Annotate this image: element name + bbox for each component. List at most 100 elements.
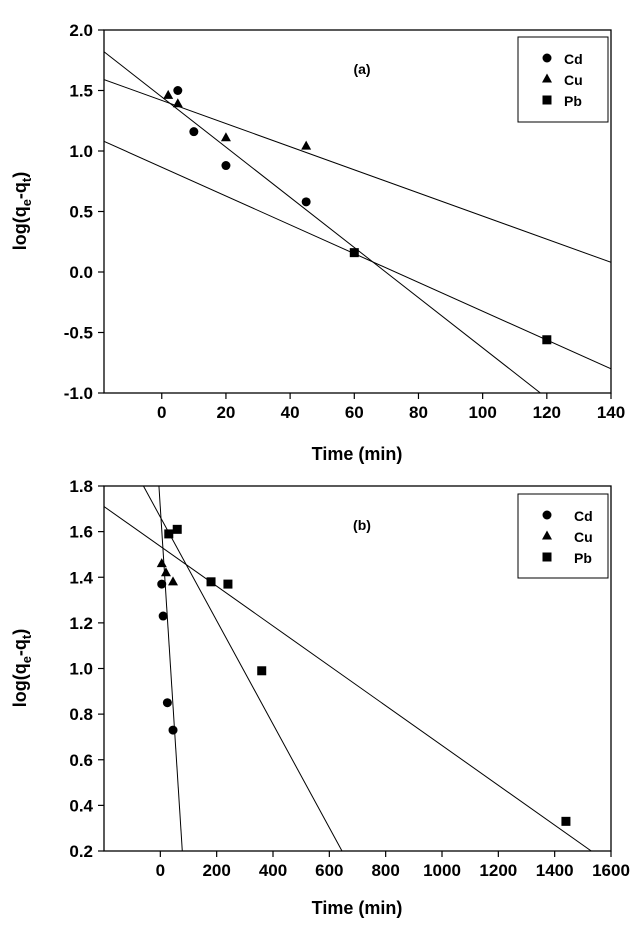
x-tick-label: 200 bbox=[202, 861, 230, 880]
legend-label: Cu bbox=[574, 529, 593, 545]
y-tick-label: 1.4 bbox=[69, 568, 93, 587]
data-point-cu bbox=[160, 567, 171, 577]
data-points bbox=[156, 524, 571, 826]
x-tick-label: 120 bbox=[533, 403, 561, 422]
y-tick-label: -1.0 bbox=[64, 384, 93, 403]
fit-line-cd bbox=[158, 486, 183, 851]
x-tick-label: 800 bbox=[371, 861, 399, 880]
y-tick-label: 0.4 bbox=[69, 796, 93, 815]
y-tick-label: 0.8 bbox=[69, 705, 93, 724]
legend-box bbox=[517, 36, 609, 123]
legend-entry-pb: Pb bbox=[542, 550, 592, 566]
data-point-cu bbox=[163, 89, 174, 99]
x-tick-label: 20 bbox=[216, 403, 235, 422]
legend-label: Cd bbox=[564, 51, 583, 67]
data-points bbox=[163, 86, 552, 345]
legend-symbol bbox=[542, 530, 552, 540]
data-point-cd bbox=[301, 197, 311, 207]
fit-line-cu bbox=[104, 79, 611, 263]
legend-symbol bbox=[542, 510, 552, 520]
y-tick-label: 1.0 bbox=[69, 660, 93, 679]
y-axis-title: log(qe-qt) bbox=[10, 629, 34, 708]
x-ticks: 0 200 400 600 800 1000 1200 1400 1600 bbox=[156, 851, 630, 880]
x-tick-label: 0 bbox=[157, 403, 166, 422]
legend-symbol bbox=[542, 53, 552, 63]
legend-symbol bbox=[542, 95, 552, 105]
legend-symbol bbox=[542, 552, 552, 562]
y-tick-label: 0.2 bbox=[69, 842, 93, 861]
x-tick-label: 1000 bbox=[423, 861, 461, 880]
data-point-cd bbox=[168, 725, 178, 735]
legend-entry-cd: Cd bbox=[542, 508, 593, 524]
legend-marker-triangle bbox=[542, 73, 552, 83]
x-tick-label: 400 bbox=[259, 861, 287, 880]
chart-panel-a: 0 20 40 60 80 100 120 140 -1.0 -0.5 0.0 0.5 1.0 1.5 2… bbox=[10, 21, 625, 464]
legend-marker-square bbox=[542, 95, 552, 105]
legend-label: Cu bbox=[564, 72, 583, 88]
legend-marker-square bbox=[542, 552, 552, 562]
x-tick-label: 1400 bbox=[536, 861, 574, 880]
data-point-cd bbox=[189, 127, 199, 137]
panel-label: (a) bbox=[353, 61, 370, 77]
legend-label: Cd bbox=[574, 508, 593, 524]
x-tick-label: 600 bbox=[315, 861, 343, 880]
x-tick-label: 40 bbox=[281, 403, 300, 422]
chart-panel-b: 0 200 400 600 800 1000 1200 1400 1600 0.20.40.60… bbox=[10, 477, 630, 918]
data-point-cd bbox=[158, 611, 168, 621]
legend-marker-triangle bbox=[542, 530, 552, 540]
legend-symbol bbox=[542, 73, 552, 83]
legend-entry-cd: Cd bbox=[542, 51, 583, 67]
y-tick-label: -0.5 bbox=[64, 324, 93, 343]
x-axis-title: Time (min) bbox=[312, 444, 403, 464]
fit-line-cd bbox=[104, 51, 541, 393]
fit-line-pb bbox=[104, 506, 592, 851]
y-ticks: -1.0 -0.5 0.0 0.5 1.0 1.5 2.0 bbox=[64, 21, 104, 403]
y-axis-title: log(qe-qt) bbox=[10, 172, 34, 251]
y-tick-label: 2.0 bbox=[69, 21, 93, 40]
legend-label: Pb bbox=[564, 93, 582, 109]
data-point-pb bbox=[223, 579, 233, 589]
fit-lines bbox=[104, 486, 592, 851]
y-tick-label: 1.0 bbox=[69, 142, 93, 161]
data-point-pb bbox=[349, 248, 359, 258]
legend-entry-cu: Cu bbox=[542, 529, 593, 545]
legend-entry-cu: Cu bbox=[542, 72, 583, 88]
data-point-pb bbox=[164, 529, 174, 539]
fit-line-cu bbox=[142, 486, 343, 851]
data-point-cd bbox=[157, 579, 167, 589]
x-tick-label: 100 bbox=[468, 403, 496, 422]
legend-marker-circle bbox=[542, 53, 552, 63]
legend-marker-circle bbox=[542, 510, 552, 520]
x-tick-label: 1200 bbox=[479, 861, 517, 880]
x-axis-title: Time (min) bbox=[312, 898, 403, 918]
x-tick-label: 140 bbox=[597, 403, 625, 422]
y-tick-label: 1.5 bbox=[69, 82, 93, 101]
data-point-cu bbox=[301, 140, 312, 150]
data-point-cu bbox=[172, 98, 183, 108]
y-tick-label: 0.5 bbox=[69, 203, 93, 222]
y-tick-label: 1.6 bbox=[69, 523, 93, 542]
legend-label: Pb bbox=[574, 550, 592, 566]
legend-entry-pb: Pb bbox=[542, 93, 582, 109]
data-point-cd bbox=[162, 698, 172, 708]
y-ticks: 0.2 0.4 0.6 0.8 1.0 1.2 1.4 1.6 1.8 bbox=[69, 477, 104, 861]
data-point-cd bbox=[221, 161, 231, 171]
data-point-cd bbox=[173, 86, 183, 95]
data-point-cu bbox=[156, 558, 167, 568]
y-tick-label: 0.6 bbox=[69, 751, 93, 770]
x-tick-label: 80 bbox=[409, 403, 428, 422]
x-ticks: 0 20 40 60 80 100 120 140 bbox=[157, 393, 625, 422]
x-tick-label: 60 bbox=[345, 403, 364, 422]
panel-label: (b) bbox=[353, 517, 371, 533]
data-point-pb bbox=[172, 524, 182, 534]
legend-box bbox=[517, 493, 609, 579]
data-point-pb bbox=[542, 335, 552, 345]
y-tick-label: 1.8 bbox=[69, 477, 93, 496]
legend: Cd Cu Pb bbox=[517, 493, 609, 579]
data-point-cu bbox=[220, 132, 231, 142]
x-tick-label: 0 bbox=[156, 861, 165, 880]
legend: Cd Cu Pb bbox=[517, 36, 609, 123]
data-point-pb bbox=[561, 816, 571, 826]
data-point-pb bbox=[206, 577, 216, 587]
